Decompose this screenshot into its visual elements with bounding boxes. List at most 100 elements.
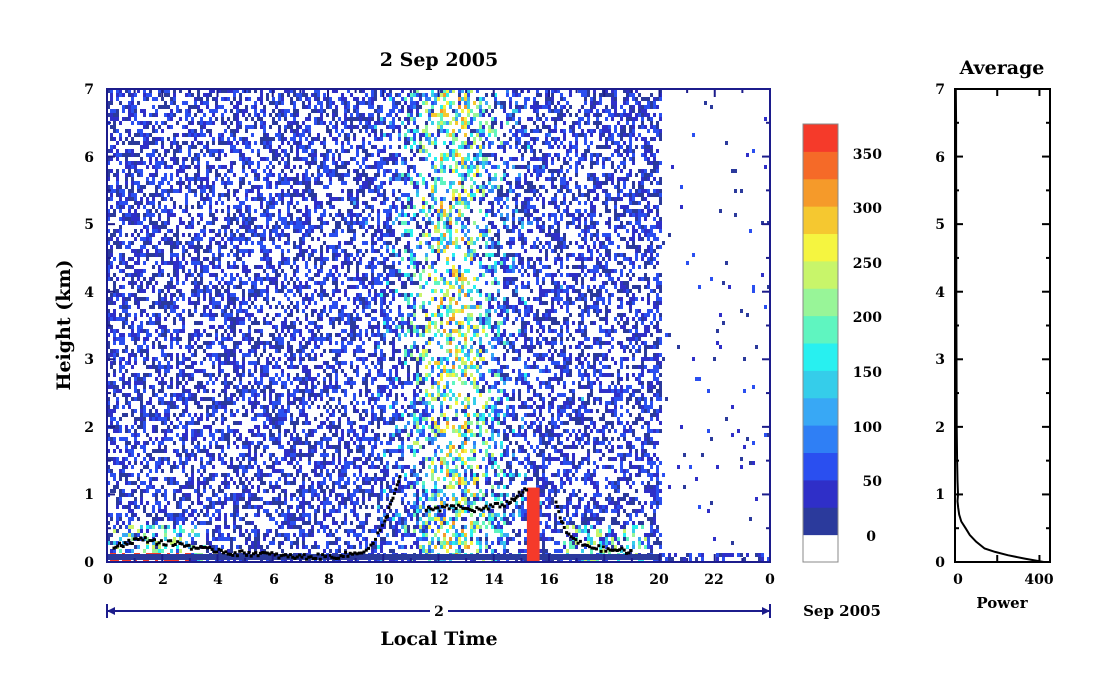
heatmap-cell [434,281,437,285]
heatmap-cell [590,161,593,165]
heatmap-cell [521,205,524,209]
heatmap-cell [152,181,155,185]
heatmap-cell [479,293,482,297]
heatmap-cell [314,205,317,209]
heatmap-cell [233,261,236,265]
heatmap-cell [272,213,275,217]
heatmap-cell [473,193,476,197]
heatmap-cell [110,265,113,269]
heatmap-cell [521,285,524,289]
heatmap-cell [290,301,293,305]
heatmap-cell [407,129,410,133]
heatmap-cell [461,117,464,121]
heatmap-cell [362,209,365,213]
heatmap-cell [314,153,317,157]
heatmap-cell [218,253,221,257]
heatmap-cell [506,197,509,201]
heatmap-cell [281,101,284,105]
heatmap-cell [536,89,539,93]
heatmap-cell [221,297,224,301]
heatmap-cell [245,301,248,305]
heatmap-cell [245,225,248,229]
heatmap-cell [488,161,491,165]
heatmap-cell [263,233,266,237]
heatmap-cell [140,281,143,285]
heatmap-cell [107,213,110,217]
heatmap-cell [182,157,185,161]
heatmap-cell [629,269,632,273]
heatmap-cell [599,121,602,125]
heatmap-cell [239,285,242,289]
heatmap-cell [176,233,179,237]
heatmap-cell [200,237,203,241]
heatmap-cell [164,121,167,125]
heatmap-cell [182,209,185,213]
heatmap-cell [170,189,173,193]
heatmap-cell [266,265,269,269]
heatmap-cell [173,113,176,117]
heatmap-cell [428,265,431,269]
heatmap-cell [500,121,503,125]
heatmap-cell [548,177,551,181]
heatmap-cell [467,281,470,285]
heatmap-cell [119,189,122,193]
heatmap-cell [479,109,482,113]
heatmap-cell [632,233,635,237]
heatmap-cell [392,161,395,165]
heatmap-cell [329,129,332,133]
heatmap-cell [464,253,467,257]
heatmap-cell [254,177,257,181]
heatmap-cell [380,201,383,205]
heatmap-cell [497,229,500,233]
heatmap-cell [488,145,491,149]
heatmap-cell [461,177,464,181]
heatmap-cell [137,253,140,257]
heatmap-cell [383,293,386,297]
heatmap-cell [176,273,179,277]
heatmap-cell [332,117,335,121]
heatmap-cell [362,301,365,305]
heatmap-cell [404,141,407,145]
heatmap-cell [146,201,149,205]
heatmap-cell [431,165,434,169]
heatmap-cell [281,189,284,193]
heatmap-cell [632,193,635,197]
heatmap-cell [389,121,392,125]
heatmap-cell [473,181,476,185]
heatmap-cell [590,173,593,177]
heatmap-cell [500,177,503,181]
heatmap-cell [533,261,536,265]
heatmap-cell [353,257,356,261]
heatmap-cell [650,241,653,245]
heatmap-cell [431,197,434,201]
heatmap-cell [515,101,518,105]
heatmap-cell [251,229,254,233]
heatmap-cell [527,229,530,233]
heatmap-cell [164,101,167,105]
heatmap-cell [200,133,203,137]
heatmap-cell [626,205,629,209]
heatmap-cell [266,145,269,149]
heatmap-cell [155,157,158,161]
heatmap-cell [560,129,563,133]
heatmap-cell [137,233,140,237]
heatmap-cell [548,213,551,217]
heatmap-cell [602,125,605,129]
heatmap-cell [443,225,446,229]
heatmap-cell [611,93,614,97]
heatmap-cell [422,149,425,153]
heatmap-cell [545,265,548,269]
heatmap-cell [356,297,359,301]
heatmap-cell [143,93,146,97]
heatmap-cell [440,213,443,217]
heatmap-cell [407,301,410,305]
heatmap-cell [641,189,644,193]
heatmap-cell [239,185,242,189]
heatmap-cell [479,125,482,129]
heatmap-cell [197,177,200,181]
heatmap-cell [623,149,626,153]
heatmap-cell [368,125,371,129]
heatmap-cell [572,125,575,129]
heatmap-cell [491,209,494,213]
heatmap-cell [302,241,305,245]
